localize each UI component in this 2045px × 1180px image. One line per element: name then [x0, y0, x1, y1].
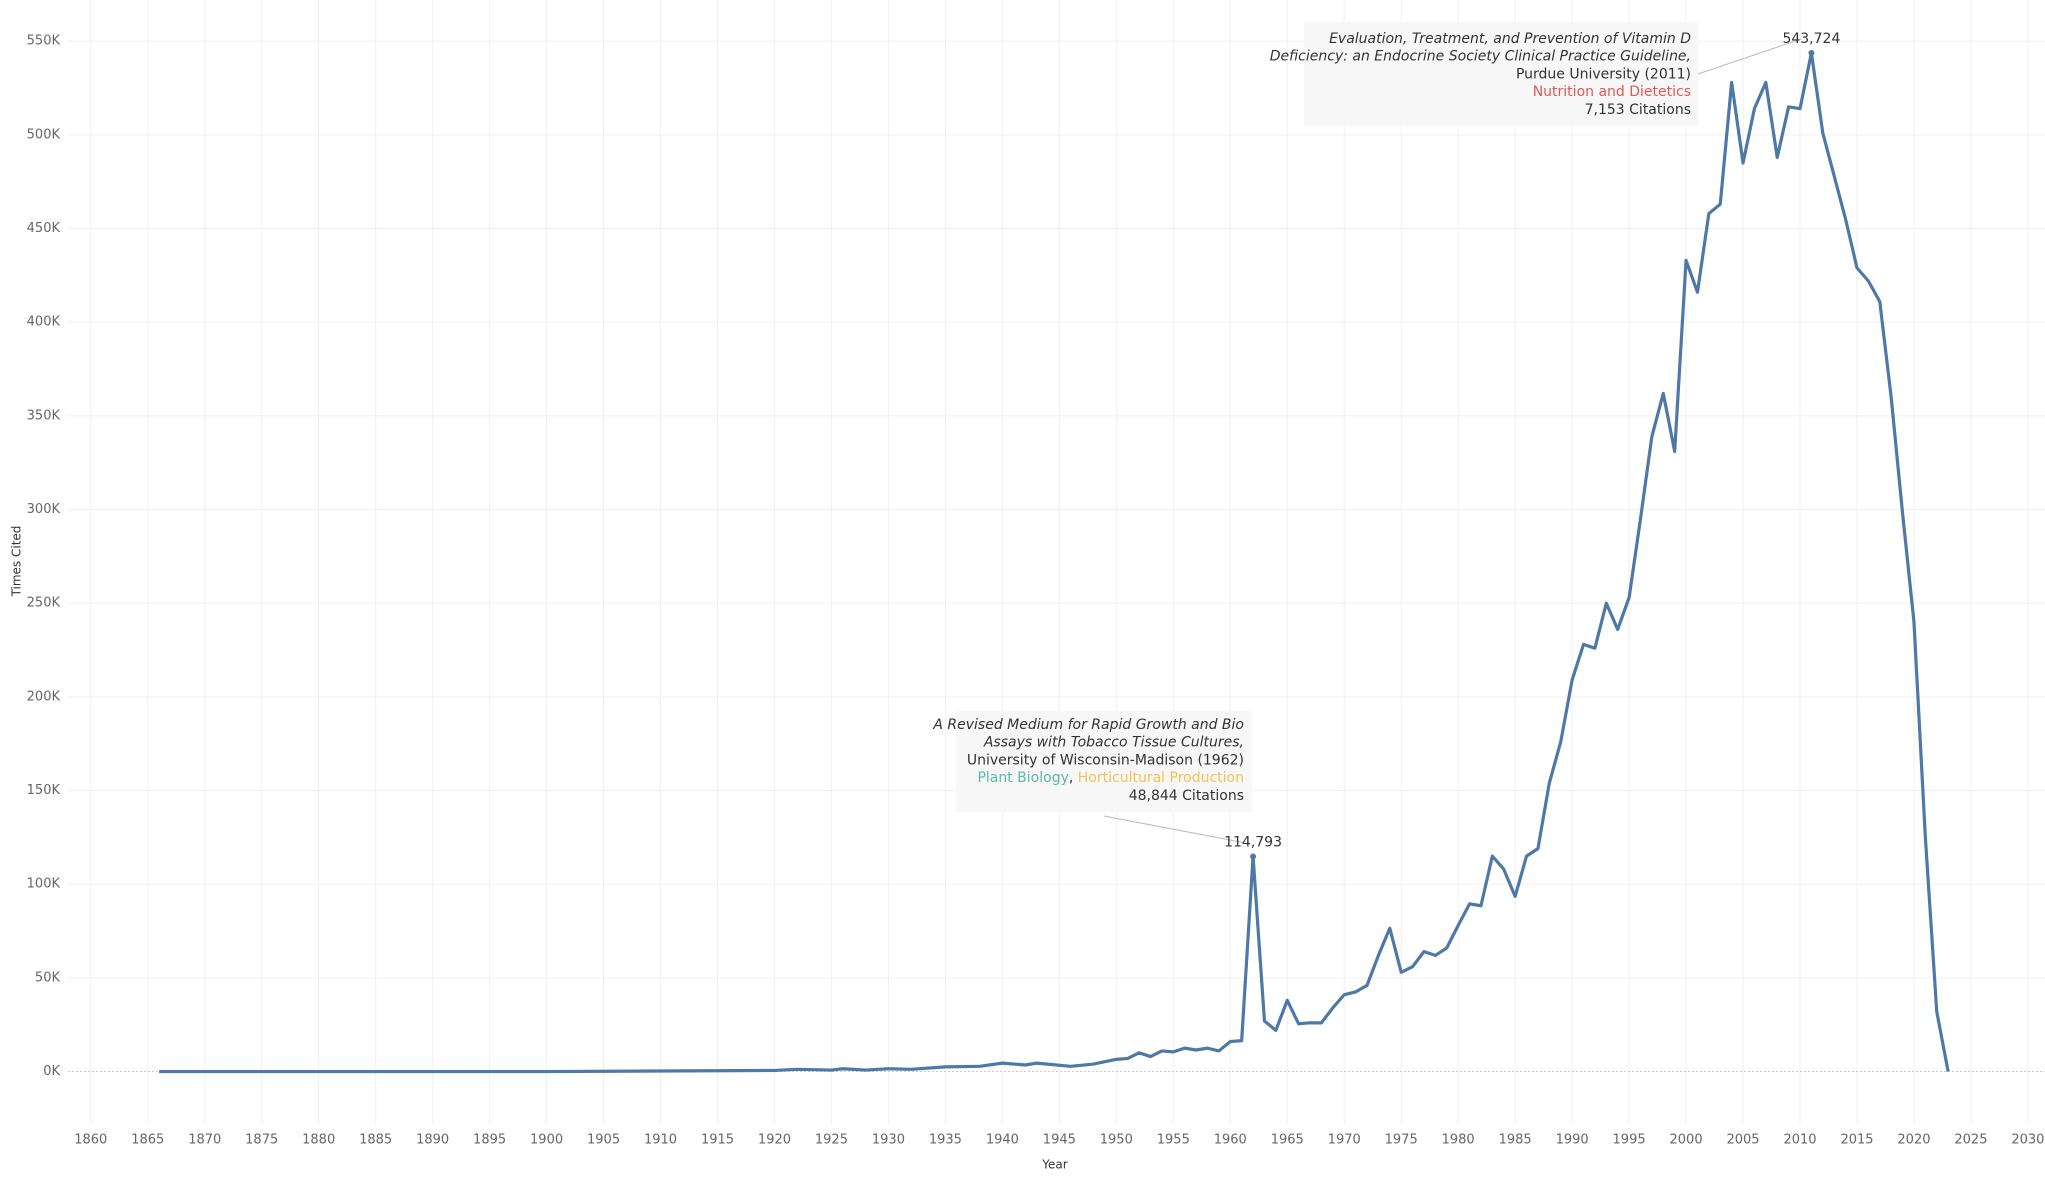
x-tick-label: 2005 — [1726, 1133, 1759, 1148]
x-tick-label: 1880 — [302, 1133, 335, 1148]
citations: 48,844 Citations — [1129, 788, 1244, 804]
x-tick-label: 1965 — [1271, 1133, 1304, 1148]
x-tick-label: 2000 — [1670, 1133, 1703, 1148]
x-tick-label: 1970 — [1328, 1133, 1361, 1148]
series-line — [159, 51, 1950, 1074]
x-tick-label: 1930 — [872, 1133, 905, 1148]
x-tick-label: 1950 — [1100, 1133, 1133, 1148]
x-tick-label: 1890 — [416, 1133, 449, 1148]
fields: Plant Biology, Horticultural Production — [977, 770, 1244, 786]
x-tick-label: 1925 — [815, 1133, 848, 1148]
point-label: 543,724 — [1782, 31, 1840, 47]
leader-line — [1697, 38, 1802, 75]
x-tick-label: 1955 — [1157, 1133, 1190, 1148]
highlight-point — [1808, 49, 1815, 56]
x-tick-label: 2020 — [1897, 1133, 1930, 1148]
x-tick-label: 1935 — [929, 1133, 962, 1148]
y-tick-label: 300K — [27, 502, 61, 517]
x-tick-label: 1860 — [74, 1133, 107, 1148]
y-axis-title: Times Cited — [10, 526, 24, 598]
institution: University of Wisconsin-Madison (1962) — [967, 752, 1244, 768]
y-tick-label: 550K — [27, 34, 61, 49]
citations: 7,153 Citations — [1585, 102, 1691, 118]
x-tick-label: 1915 — [701, 1133, 734, 1148]
y-tick-label: 100K — [27, 877, 61, 892]
x-tick-label: 1900 — [530, 1133, 563, 1148]
field: Nutrition and Dietetics — [1533, 84, 1691, 100]
x-tick-label: 1960 — [1214, 1133, 1247, 1148]
paper-title: Deficiency: an Endocrine Society Clinica… — [1270, 49, 1691, 65]
x-tick-label: 1870 — [188, 1133, 221, 1148]
x-tick-label: 1920 — [758, 1133, 791, 1148]
paper-title: Assays with Tobacco Tissue Cultures, — [983, 735, 1244, 751]
x-tick-label: 1865 — [131, 1133, 164, 1148]
field: , — [1069, 770, 1078, 786]
leader-line — [1103, 815, 1244, 843]
x-tick-label: 1875 — [245, 1133, 278, 1148]
x-tick-label: 1945 — [1043, 1133, 1076, 1148]
x-tick-label: 2030 — [2011, 1133, 2044, 1148]
y-tick-label: 150K — [27, 783, 61, 798]
y-tick-label: 450K — [27, 221, 61, 236]
y-tick-label: 200K — [27, 689, 61, 704]
y-tick-label: 350K — [27, 408, 61, 423]
x-tick-label: 1895 — [473, 1133, 506, 1148]
point-label: 114,793 — [1224, 835, 1282, 851]
x-tick-label: 1910 — [644, 1133, 677, 1148]
paper-title: Evaluation, Treatment, and Prevention of… — [1329, 31, 1691, 47]
institution: Purdue University (2011) — [1516, 66, 1691, 82]
x-tick-label: 1885 — [359, 1133, 392, 1148]
x-tick-label: 2025 — [1954, 1133, 1987, 1148]
x-tick-label: 1905 — [587, 1133, 620, 1148]
paper-title: A Revised Medium for Rapid Growth and Bi… — [932, 717, 1244, 733]
tooltip-box — [956, 711, 1252, 812]
y-tick-label: 400K — [27, 315, 61, 330]
fields: Nutrition and Dietetics — [1533, 84, 1691, 100]
x-axis-title: Year — [1041, 1158, 1067, 1172]
x-tick-label: 2010 — [1783, 1133, 1816, 1148]
y-tick-label: 500K — [27, 127, 61, 142]
tooltip-box — [1304, 22, 1698, 126]
x-tick-label: 1940 — [986, 1133, 1019, 1148]
x-tick-label: 1975 — [1385, 1133, 1418, 1148]
x-tick-label: 2015 — [1840, 1133, 1873, 1148]
field: Horticultural Production — [1078, 770, 1244, 786]
x-tick-label: 1985 — [1499, 1133, 1532, 1148]
y-tick-label: 0K — [43, 1064, 60, 1079]
x-tick-label: 1995 — [1613, 1133, 1646, 1148]
x-tick-label: 1980 — [1442, 1133, 1475, 1148]
y-tick-label: 250K — [27, 596, 61, 611]
x-tick-label: 1990 — [1556, 1133, 1589, 1148]
field: Plant Biology — [977, 770, 1068, 786]
highlight-point — [1250, 853, 1257, 860]
y-tick-label: 50K — [35, 970, 61, 985]
